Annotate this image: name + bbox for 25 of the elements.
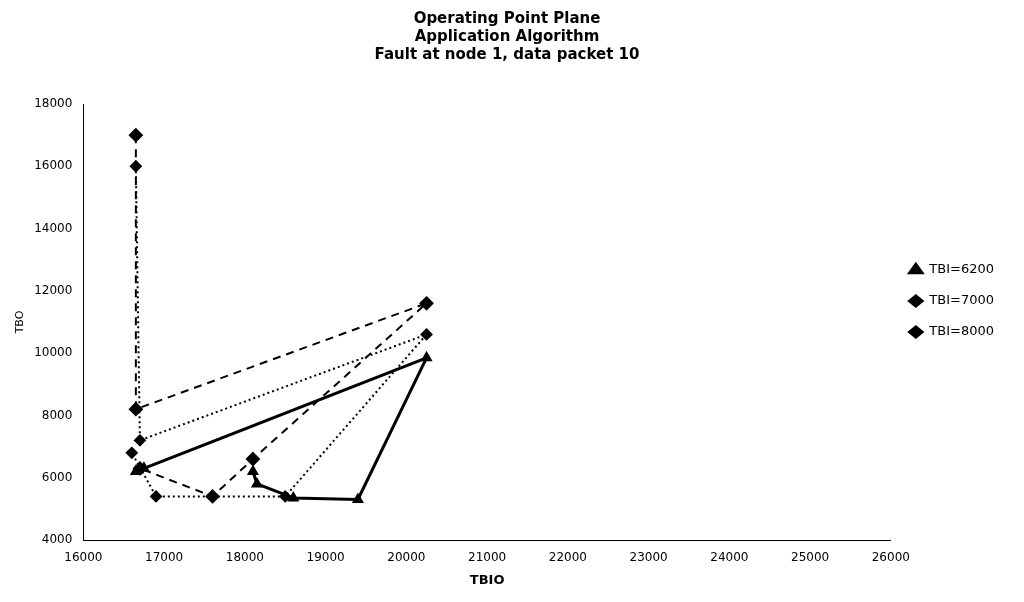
y-tick-label: 4000 [41, 532, 73, 547]
chart-title: Operating Point Plane Application Algorithm Fault at node 1, data packet 10 [374, 8, 640, 63]
y-axis-title: TBO [13, 310, 27, 335]
x-axis-title: TBIO [469, 571, 505, 587]
x-tick-label: 18000 [225, 550, 264, 565]
y-tick-label: 18000 [34, 96, 73, 111]
y-tick-label: 6000 [41, 469, 73, 484]
legend-label: TBI=7000 [928, 292, 994, 308]
x-tick-label: 21000 [468, 550, 507, 565]
y-tick-label: 10000 [34, 345, 73, 360]
legend-label: TBI=6200 [928, 261, 994, 277]
x-tick-label: 25000 [790, 550, 830, 565]
x-tick-label: 19000 [306, 550, 345, 565]
y-tick-label: 8000 [41, 407, 73, 422]
x-tick-label: 24000 [710, 550, 749, 565]
y-tick-label: 16000 [34, 158, 73, 173]
x-tick-label: 16000 [64, 550, 103, 565]
x-tick-label: 23000 [629, 550, 668, 565]
x-tick-label: 17000 [145, 550, 184, 565]
x-tick-label: 26000 [871, 550, 910, 565]
x-tick-label: 20000 [387, 550, 426, 565]
y-tick-label: 12000 [34, 282, 73, 297]
legend-label: TBI=8000 [928, 323, 994, 339]
y-tick-label: 14000 [34, 220, 73, 235]
x-tick-label: 22000 [548, 550, 587, 565]
